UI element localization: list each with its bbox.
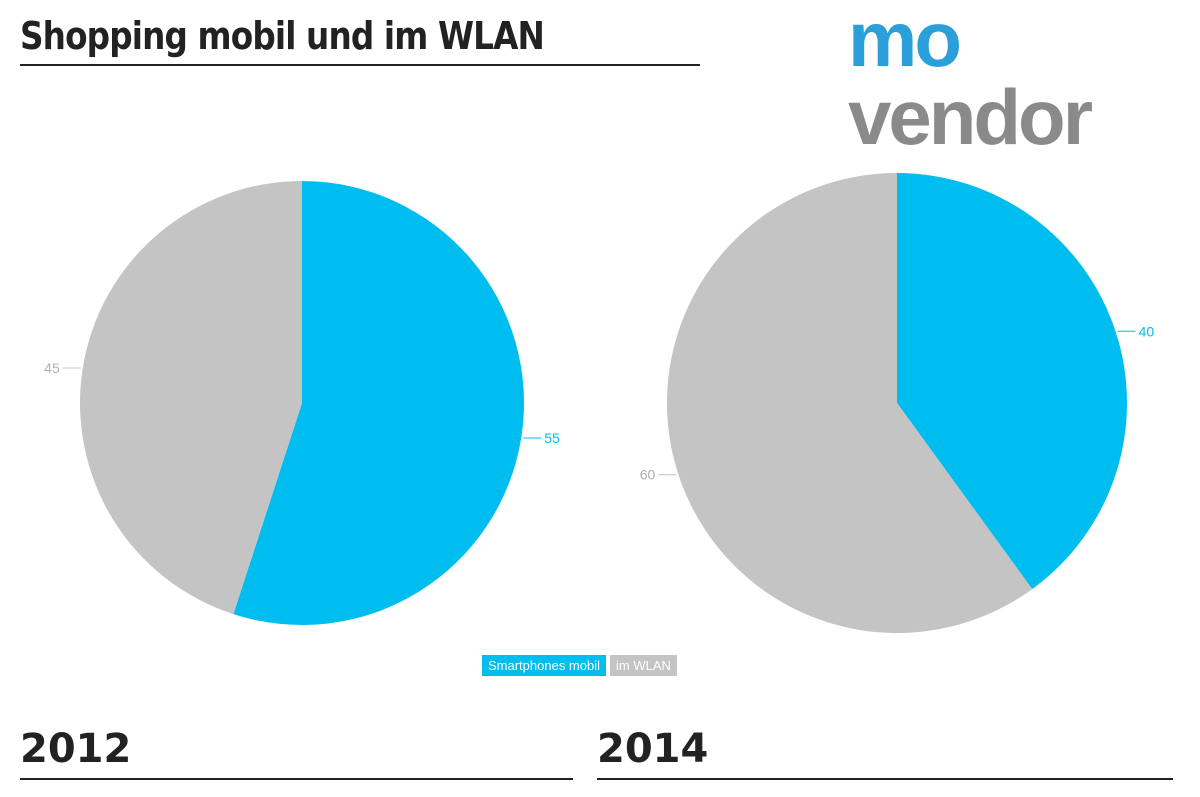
legend-im-wlan: im WLAN [610,655,677,676]
legend: Smartphones mobil im WLAN [482,655,677,676]
movendor-logo: mo vendor [848,0,1093,161]
data-label-2014-0: 40 [1139,323,1155,339]
pie-slice-2014-1 [666,173,1033,633]
year-label-2012: 2012 [20,726,132,772]
logo-line2: vendor [848,73,1093,161]
year-label-2014: 2014 [597,726,709,772]
data-label-2012-1: 45 [44,360,60,376]
pie-slice-2014-0 [897,173,1127,590]
data-label-2014-1: 60 [640,467,656,483]
page-title: Shopping mobil und im WLAN [20,14,545,58]
logo-line1: mo [848,0,962,83]
data-label-2012-0: 55 [544,430,560,446]
year-rule-2014 [597,778,1173,780]
pie-slice-2012-1 [80,181,302,615]
title-rule [20,64,700,66]
legend-smartphones-mobil: Smartphones mobil [482,655,606,676]
year-rule-2012 [20,778,573,780]
pie-slice-2012-0 [233,181,524,625]
